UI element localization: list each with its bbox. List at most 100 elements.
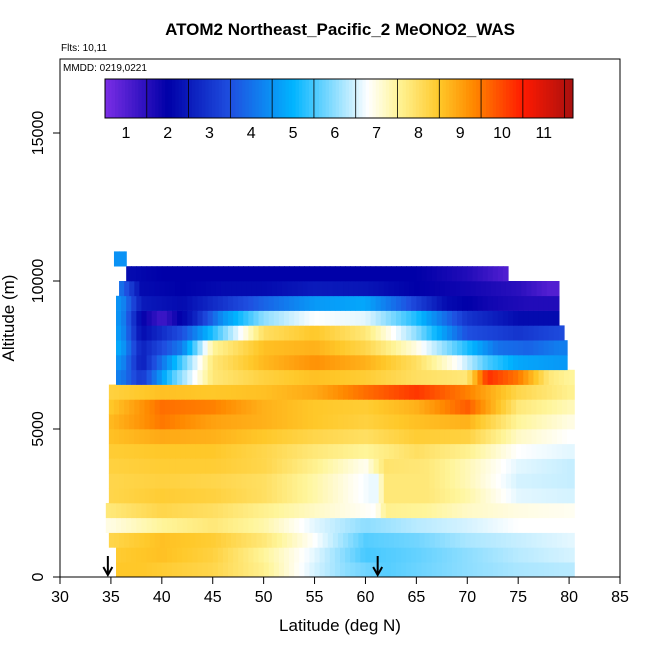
heatmap-cell bbox=[409, 399, 415, 415]
heatmap-cell bbox=[401, 369, 407, 385]
heatmap-cell bbox=[551, 414, 558, 430]
heatmap-cell bbox=[511, 414, 517, 430]
heatmap-cell bbox=[319, 295, 326, 311]
heatmap-cell bbox=[177, 517, 183, 533]
heatmap-cell bbox=[508, 562, 514, 577]
heatmap-cell bbox=[317, 443, 324, 459]
heatmap-cell bbox=[567, 384, 573, 400]
colorbar-segment bbox=[469, 79, 474, 118]
heatmap-cell bbox=[543, 562, 550, 577]
heatmap-cell bbox=[452, 325, 458, 341]
heatmap-cell bbox=[470, 429, 477, 445]
heatmap-cell bbox=[220, 414, 227, 430]
heatmap-cell bbox=[119, 251, 125, 267]
heatmap-cell bbox=[190, 473, 197, 489]
heatmap-cell bbox=[561, 384, 568, 400]
heatmap-cell bbox=[324, 266, 331, 282]
heatmap-cell bbox=[136, 295, 143, 311]
colorbar-segment bbox=[288, 79, 293, 118]
heatmap-cell bbox=[396, 310, 402, 326]
heatmap-cell bbox=[396, 369, 402, 385]
heatmap-cell bbox=[399, 532, 405, 548]
heatmap-cell bbox=[202, 369, 209, 385]
heatmap-cell bbox=[149, 458, 156, 474]
heatmap-cell bbox=[302, 458, 309, 474]
heatmap-cell bbox=[289, 325, 295, 341]
heatmap-cell bbox=[345, 266, 351, 282]
heatmap-cell bbox=[439, 384, 446, 400]
y-axis-label: Altitude (m) bbox=[0, 275, 18, 362]
heatmap-cell bbox=[246, 384, 253, 400]
heatmap-cell bbox=[543, 325, 550, 341]
heatmap-cell bbox=[475, 414, 482, 430]
heatmap-cell bbox=[434, 532, 441, 548]
heatmap-cell bbox=[243, 355, 249, 371]
heatmap-cell bbox=[426, 369, 433, 385]
heatmap-cell bbox=[182, 340, 188, 356]
heatmap-cell bbox=[271, 384, 278, 400]
heatmap-cell bbox=[497, 547, 504, 563]
heatmap-cell bbox=[292, 429, 298, 445]
colorbar-segment bbox=[248, 79, 253, 118]
heatmap-cell bbox=[452, 562, 458, 577]
heatmap-cell bbox=[141, 562, 148, 577]
heatmap-cell bbox=[383, 458, 390, 474]
heatmap-cell bbox=[281, 458, 288, 474]
heatmap-cell bbox=[556, 281, 560, 297]
heatmap-cell bbox=[231, 281, 237, 297]
heatmap-cell bbox=[149, 473, 156, 489]
heatmap-cell bbox=[233, 340, 239, 356]
heatmap-cell bbox=[482, 355, 489, 371]
heatmap-cell bbox=[546, 532, 553, 548]
heatmap-cell bbox=[556, 532, 563, 548]
heatmap-cell bbox=[480, 488, 487, 504]
heatmap-cell bbox=[131, 310, 137, 326]
heatmap-cell bbox=[297, 384, 303, 400]
heatmap-cell bbox=[324, 517, 331, 533]
heatmap-cell bbox=[538, 517, 545, 533]
heatmap-cell bbox=[187, 355, 193, 371]
heatmap-cell bbox=[363, 399, 370, 415]
heatmap-cell bbox=[172, 325, 178, 341]
heatmap-cell bbox=[241, 488, 247, 504]
heatmap-cell bbox=[202, 266, 209, 282]
heatmap-cell bbox=[210, 443, 217, 459]
colorbar-segment bbox=[158, 79, 163, 118]
heatmap-cell bbox=[385, 266, 392, 282]
heatmap-cell bbox=[231, 429, 237, 445]
colorbar-segment bbox=[285, 79, 290, 118]
heatmap-cell bbox=[551, 399, 558, 415]
heatmap-cell bbox=[307, 384, 314, 400]
colorbar-segment bbox=[419, 79, 424, 118]
heatmap-cell bbox=[485, 414, 492, 430]
heatmap-cell bbox=[251, 458, 258, 474]
heatmap-cell bbox=[353, 443, 359, 459]
heatmap-cell bbox=[172, 369, 178, 385]
heatmap-cell bbox=[500, 532, 507, 548]
heatmap-cell bbox=[314, 266, 321, 282]
heatmap-cell bbox=[225, 458, 232, 474]
heatmap-cell bbox=[256, 443, 263, 459]
heatmap-cell bbox=[526, 532, 533, 548]
heatmap-cell bbox=[561, 443, 568, 459]
heatmap-cell bbox=[401, 562, 407, 577]
heatmap-cell bbox=[121, 517, 127, 533]
heatmap-cell bbox=[256, 473, 263, 489]
heatmap-cell bbox=[197, 355, 204, 371]
heatmap-cell bbox=[485, 429, 492, 445]
heatmap-cell bbox=[273, 547, 280, 563]
heatmap-cell bbox=[258, 547, 265, 563]
heatmap-cell bbox=[564, 503, 570, 519]
heatmap-cell bbox=[441, 355, 448, 371]
heatmap-cell bbox=[497, 340, 504, 356]
heatmap-cell bbox=[561, 399, 568, 415]
heatmap-cell bbox=[380, 547, 387, 563]
heatmap-cell bbox=[462, 369, 468, 385]
heatmap-cell bbox=[373, 443, 380, 459]
heatmap-cell bbox=[462, 503, 468, 519]
heatmap-cell bbox=[518, 325, 524, 341]
heatmap-cell bbox=[281, 399, 288, 415]
heatmap-cell bbox=[380, 340, 387, 356]
heatmap-cell bbox=[475, 532, 482, 548]
heatmap-cell bbox=[416, 562, 423, 577]
